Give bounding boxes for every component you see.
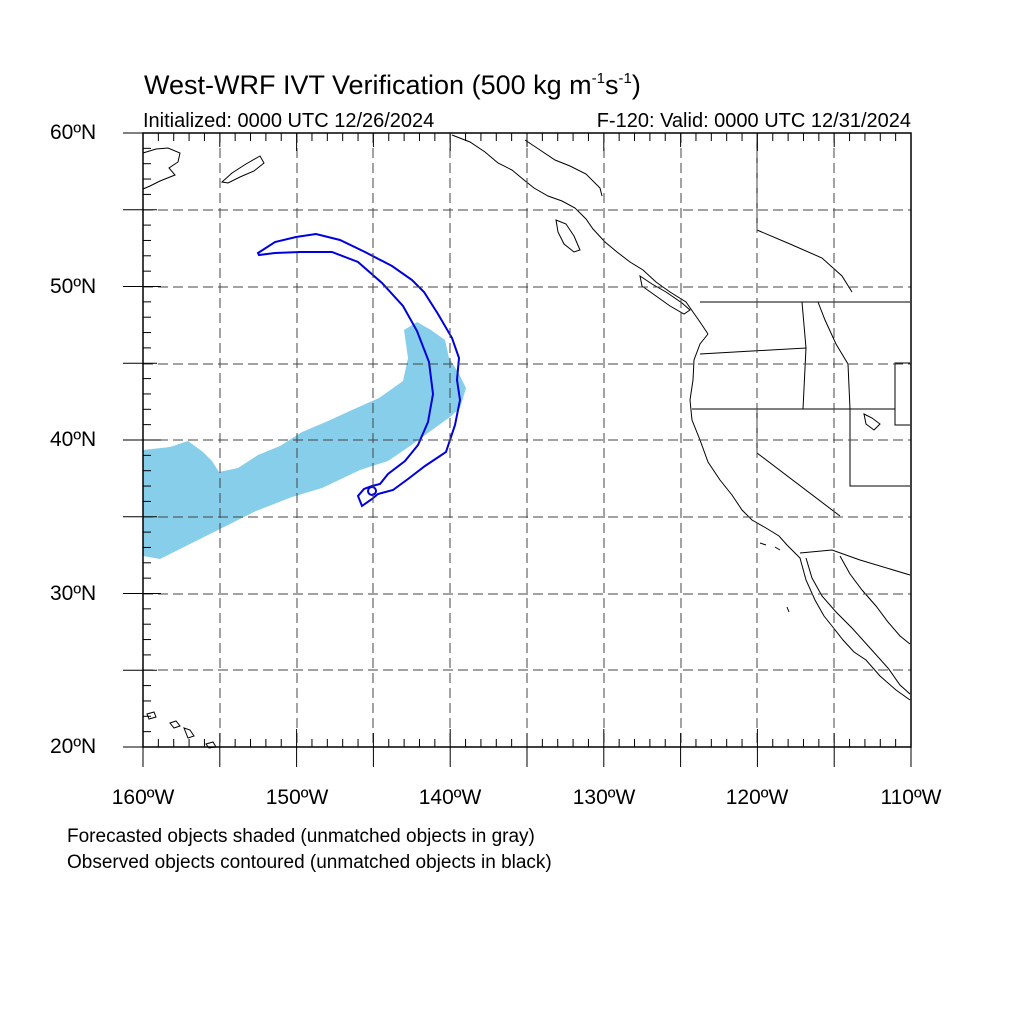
x-tick-label-140w: 140ºW — [418, 786, 482, 809]
x-tick-label-120w: 120ºW — [725, 786, 789, 809]
y-tick-label-30n: 30ºN — [50, 582, 97, 605]
valid-time-label: F-120: Valid: 0000 UTC 12/31/2024 — [596, 110, 911, 132]
y-tick-label-50n: 50ºN — [50, 275, 97, 298]
observed-contour-eddy — [367, 486, 377, 496]
observed-ivt-contour — [256, 232, 462, 508]
y-tick-label-60n: 60ºN — [50, 121, 97, 144]
coastlines — [142, 134, 911, 749]
x-tick-label-110w: 110ºW — [880, 786, 942, 809]
lat-lon-grid — [143, 133, 911, 747]
chart-title: West-WRF IVT Verification (500 kg m-1s-1… — [144, 70, 641, 100]
forecast-note: Forecasted objects shaded (unmatched obj… — [67, 826, 535, 847]
x-tick-label-130w: 130ºW — [572, 786, 636, 809]
init-time-label: Initialized: 0000 UTC 12/26/2024 — [143, 110, 435, 132]
axis-ticks — [123, 132, 912, 767]
observed-note: Observed objects contoured (unmatched ob… — [67, 852, 552, 873]
y-tick-label-20n: 20ºN — [50, 735, 97, 758]
political-borders — [692, 135, 911, 576]
x-tick-label-160w: 160ºW — [111, 786, 175, 809]
y-tick-label-40n: 40ºN — [50, 428, 97, 451]
forecast-ivt-object — [143, 322, 466, 559]
x-tick-label-150w: 150ºW — [265, 786, 329, 809]
